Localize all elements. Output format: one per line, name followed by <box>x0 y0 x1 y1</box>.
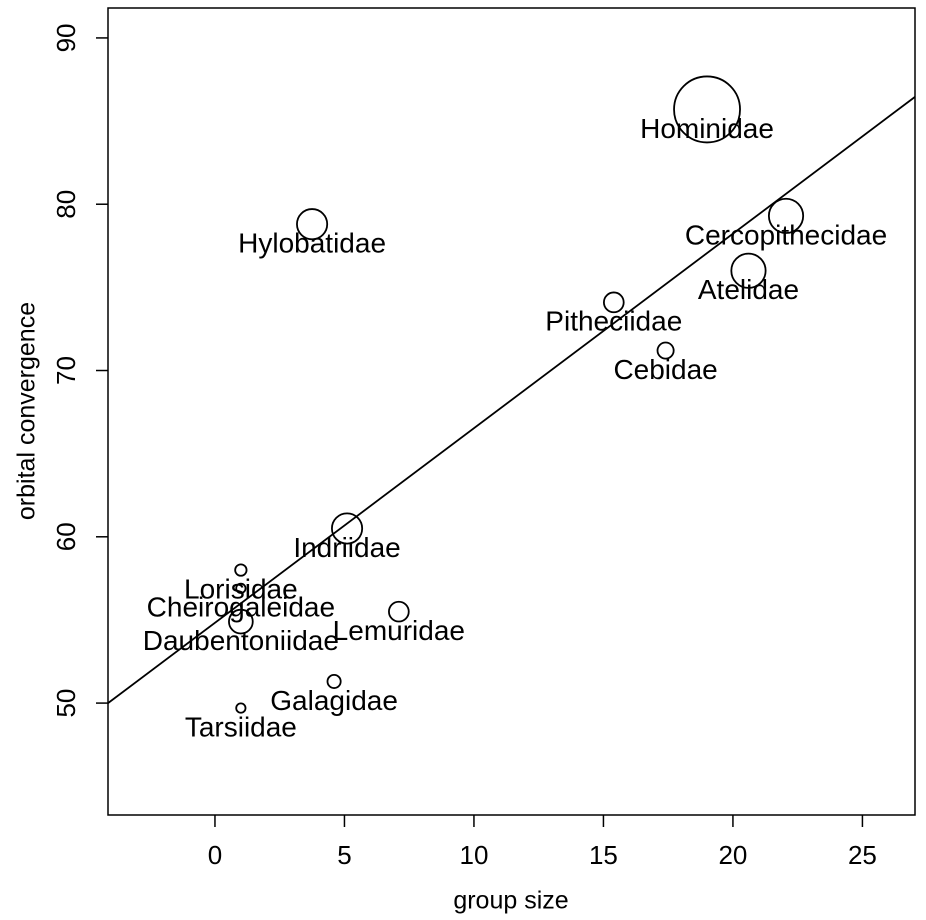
bubble <box>602 291 625 314</box>
point-label: Galagidae <box>270 685 398 716</box>
y-tick-label: 70 <box>51 356 81 385</box>
point-label: Pitheciidae <box>545 306 682 337</box>
x-tick-label: 5 <box>337 840 351 870</box>
y-tick-label: 90 <box>51 23 81 52</box>
x-tick-label: 15 <box>589 840 618 870</box>
point-label: Cebidae <box>613 354 717 385</box>
bubble <box>228 608 254 635</box>
point-label: Indriidae <box>293 532 400 563</box>
point-label: Hylobatidae <box>238 228 386 259</box>
point-label: Lorisidae <box>184 573 298 604</box>
x-tick-label: 0 <box>208 840 222 870</box>
bubble <box>730 252 767 289</box>
y-tick-label: 60 <box>51 522 81 551</box>
bubble <box>296 208 329 241</box>
bubble <box>673 75 741 144</box>
y-tick-label: 80 <box>51 190 81 219</box>
point-label: Lemuridae <box>333 615 465 646</box>
y-axis-label: orbital convergence <box>13 302 41 520</box>
point-label: Daubentoniidae <box>143 625 339 656</box>
x-axis-label: group size <box>453 887 568 915</box>
x-tick-label: 25 <box>848 840 877 870</box>
point-label: Cercopithecidae <box>685 219 887 250</box>
bubble <box>331 512 364 545</box>
point-label: Atelidae <box>698 274 799 305</box>
point-label: Cheirogaleidae <box>147 592 335 623</box>
point-label: Hominidae <box>640 113 774 144</box>
point-label: Tarsiidae <box>185 711 297 742</box>
plot-frame <box>107 7 916 816</box>
bubble <box>767 197 805 234</box>
y-tick-label: 50 <box>51 689 81 718</box>
bubble <box>656 341 675 360</box>
fit-line <box>107 96 916 704</box>
x-tick-label: 20 <box>718 840 747 870</box>
bubble <box>235 702 247 714</box>
bubble <box>388 600 410 623</box>
bubble <box>235 582 247 594</box>
x-tick-label: 10 <box>459 840 488 870</box>
bubble <box>326 673 342 689</box>
bubble <box>234 563 248 577</box>
